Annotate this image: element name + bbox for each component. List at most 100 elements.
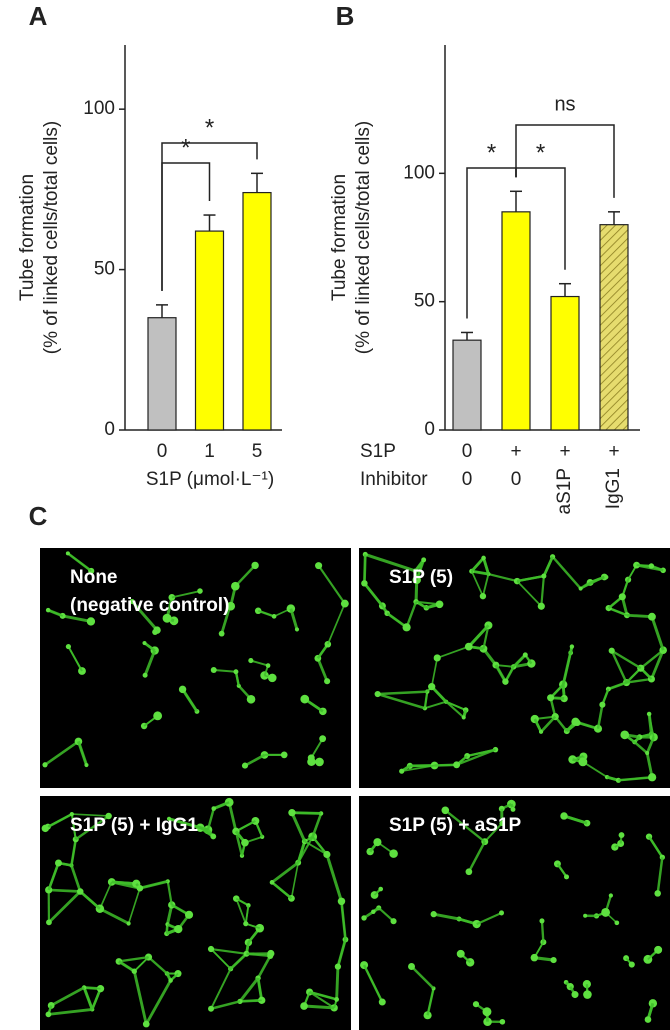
cell-link: [363, 554, 367, 584]
significance-bracket: [161, 142, 258, 291]
cell: [174, 924, 183, 934]
cell-link: [540, 920, 545, 943]
cell-link: [75, 815, 110, 841]
cell-link: [118, 960, 136, 973]
cell: [162, 613, 172, 623]
cell: [241, 762, 249, 769]
panel-label: B: [336, 1, 355, 31]
cell: [126, 921, 131, 926]
x-tick-label: aS1P: [554, 468, 575, 514]
cell-link: [50, 986, 85, 1007]
cell-link: [47, 813, 73, 828]
cell: [184, 910, 194, 919]
cell: [538, 729, 544, 734]
cell: [539, 918, 545, 924]
cell-link: [227, 801, 238, 832]
micrograph: S1P (5): [359, 548, 670, 788]
cell: [563, 874, 570, 880]
cell: [45, 607, 51, 613]
image-label: S1P (5) + IgG1: [70, 815, 198, 836]
cell: [464, 642, 473, 651]
image-label: S1P (5) + aS1P: [389, 815, 522, 836]
cell: [644, 1016, 652, 1023]
cell: [510, 806, 516, 812]
cell-link: [246, 952, 271, 958]
image-label: S1P (5): [389, 567, 453, 588]
y-tick-label: 100: [403, 162, 435, 183]
cell-link: [608, 607, 628, 617]
cell-link: [626, 613, 653, 619]
cell: [233, 669, 239, 675]
cell: [300, 694, 310, 704]
significance-label: *: [181, 134, 190, 161]
cell-link: [47, 862, 60, 891]
cell-link: [304, 840, 328, 856]
cell-link: [482, 573, 490, 597]
cell-link: [210, 1000, 241, 1010]
significance-label: *: [536, 139, 545, 166]
cell: [453, 761, 461, 769]
cell-link: [648, 835, 664, 858]
cell-link: [145, 979, 172, 1025]
cell: [482, 1007, 492, 1017]
cell-link: [470, 557, 485, 573]
cell-link: [76, 740, 88, 766]
cell-link: [309, 990, 337, 1001]
cell-link: [645, 736, 655, 754]
cell: [537, 602, 545, 610]
cell: [499, 1018, 506, 1025]
cell-link: [47, 890, 82, 924]
cell: [166, 816, 172, 821]
cell-link: [482, 557, 490, 575]
cell-link: [363, 582, 384, 607]
cell-link: [91, 988, 102, 1010]
cell-link: [340, 901, 347, 940]
x-tick-label: 0: [157, 441, 168, 462]
cell-link: [580, 576, 605, 590]
cell-link: [171, 590, 201, 599]
x-tick-label: +: [510, 441, 521, 462]
x-tick-label: +: [608, 441, 619, 462]
cell-link: [235, 897, 249, 907]
cell-link: [650, 649, 665, 680]
cell-link: [482, 625, 490, 650]
cell: [153, 711, 163, 721]
cell-link: [436, 645, 470, 659]
cell-link: [70, 839, 77, 866]
cell: [441, 806, 450, 815]
cell: [499, 820, 505, 826]
cell-link: [44, 740, 80, 766]
cell-link: [540, 715, 557, 733]
cell-link: [633, 741, 648, 755]
cell-link: [127, 887, 141, 924]
cell: [604, 574, 609, 580]
cell-link: [118, 955, 149, 963]
cell-link: [239, 999, 262, 1003]
cell: [210, 833, 217, 840]
cell: [648, 563, 655, 569]
cell: [269, 880, 275, 885]
cell-link: [640, 649, 664, 670]
cell: [578, 757, 588, 767]
y-tick-label: 100: [83, 98, 115, 119]
cell: [428, 683, 436, 691]
cell: [389, 849, 398, 858]
cell-link: [235, 898, 247, 925]
cell: [45, 1011, 52, 1018]
cell-link: [516, 580, 542, 607]
cell-link: [234, 831, 244, 857]
cell: [647, 773, 657, 782]
cell-link: [484, 822, 503, 843]
bar: [242, 191, 272, 431]
cell: [550, 956, 557, 964]
cell-link: [433, 912, 460, 921]
cell-link: [377, 692, 426, 710]
cell-link: [67, 552, 92, 572]
cell-link: [512, 654, 526, 668]
cell-link: [143, 649, 157, 676]
cell-link: [336, 939, 347, 968]
cell: [361, 915, 367, 921]
cell: [461, 715, 466, 720]
cell-link: [362, 964, 384, 1003]
